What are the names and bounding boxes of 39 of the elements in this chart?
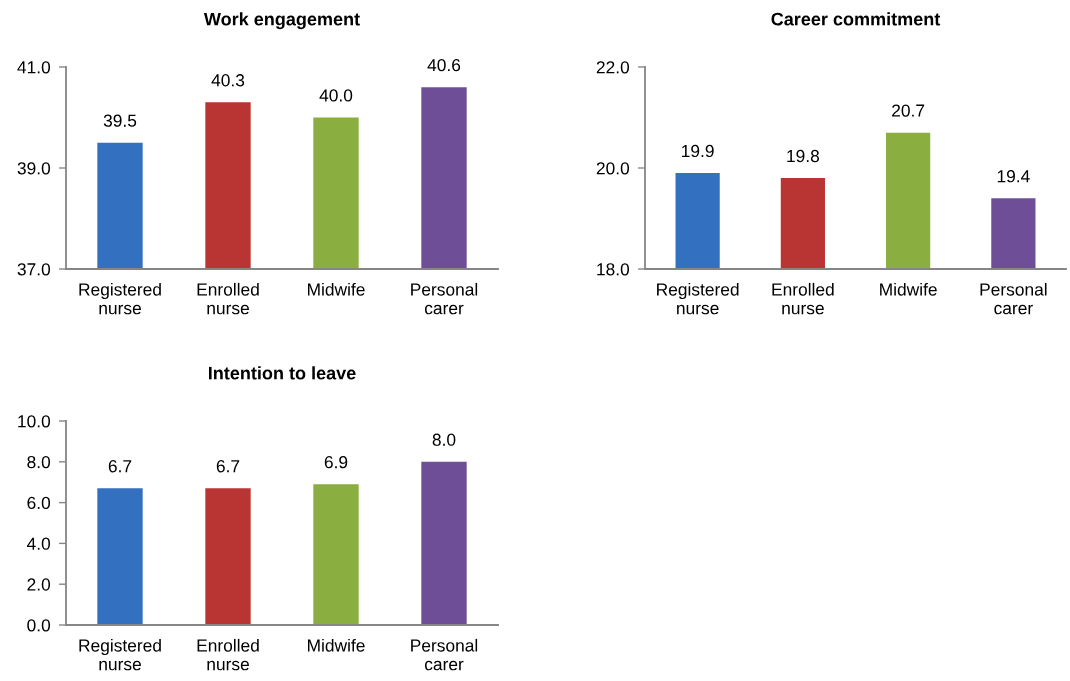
y-tick-label: 37.0	[17, 263, 51, 276]
data-label: 20.7	[892, 104, 925, 117]
chart-title: Intention to leave	[208, 366, 356, 380]
y-tick-label: 4.0	[26, 537, 51, 550]
data-label: 39.5	[103, 114, 137, 127]
y-tick-label: 8.0	[27, 455, 51, 469]
x-tick-label: Registered nurse	[79, 282, 161, 315]
y-tick-label: 22.0	[596, 61, 630, 74]
x-tick-label: Personal carer	[980, 282, 1047, 315]
x-tick-label: Enrolled nurse	[197, 282, 259, 315]
y-tick-label: 10.0	[18, 415, 51, 428]
x-tick-label: Personal carer	[411, 638, 478, 671]
x-tick-label: Enrolled nurse	[772, 282, 834, 315]
x-tick-label: Enrolled nurse	[197, 638, 259, 671]
x-tick-label: Midwife	[880, 282, 937, 296]
x-tick-label: Midwife	[308, 282, 365, 296]
data-label: 40.6	[427, 58, 461, 72]
data-label: 8.0	[432, 433, 456, 446]
data-label: 6.7	[108, 460, 132, 473]
data-label: 6.9	[324, 456, 348, 469]
y-tick-label: 6.0	[27, 496, 51, 510]
data-label: 19.4	[997, 170, 1030, 183]
data-label: 40.3	[211, 74, 245, 87]
chart-title: Career commitment	[771, 12, 941, 26]
y-tick-label: 2.0	[27, 578, 51, 591]
y-tick-label: 39.0	[17, 162, 51, 175]
y-tick-label: 0.0	[27, 619, 51, 632]
x-tick-label: Registered nurse	[79, 638, 161, 671]
data-label: 19.8	[787, 149, 820, 163]
x-tick-label: Personal carer	[411, 282, 478, 315]
x-tick-label: Midwife	[308, 638, 365, 652]
x-tick-label: Registered nurse	[657, 282, 739, 315]
y-tick-label: 18.0	[597, 263, 630, 276]
data-label: 6.7	[216, 460, 240, 473]
chart-title: Work engagement	[203, 12, 360, 30]
y-tick-label: 20.0	[596, 162, 630, 175]
data-label: 40.0	[319, 89, 353, 102]
y-tick-label: 41.0	[17, 61, 51, 74]
data-label: 19.9	[682, 144, 714, 158]
